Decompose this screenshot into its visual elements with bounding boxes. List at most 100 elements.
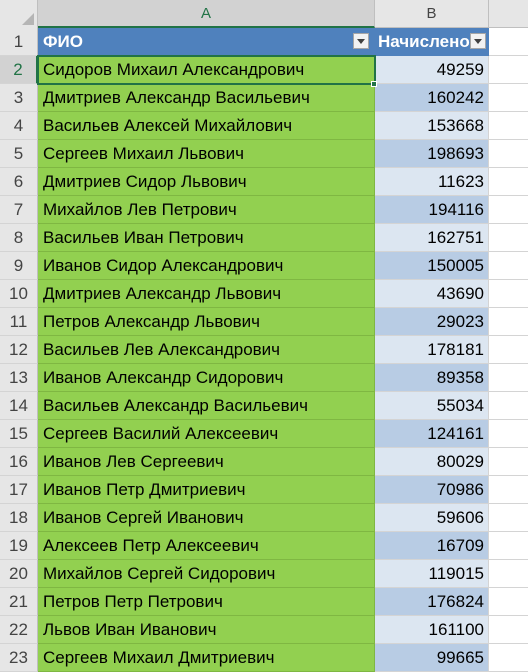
name-cell[interactable]: Иванов Александр Сидорович [38, 364, 375, 392]
empty-cell[interactable] [489, 252, 528, 280]
name-cell[interactable]: Петров Петр Петрович [38, 588, 375, 616]
value-cell[interactable]: 119015 [375, 560, 489, 588]
empty-cell[interactable] [489, 280, 528, 308]
empty-cell[interactable] [489, 56, 528, 84]
name-cell[interactable]: Михайлов Сергей Сидорович [38, 560, 375, 588]
column-header-b[interactable]: B [375, 0, 489, 28]
name-cell[interactable]: Васильев Алексей Михайлович [38, 112, 375, 140]
row-header[interactable]: 12 [0, 336, 38, 364]
fill-handle[interactable] [371, 81, 377, 87]
value-cell[interactable]: 124161 [375, 420, 489, 448]
empty-cell[interactable] [489, 392, 528, 420]
row-header[interactable]: 23 [0, 644, 38, 672]
row-header[interactable]: 8 [0, 224, 38, 252]
row-header[interactable]: 13 [0, 364, 38, 392]
row-header[interactable]: 15 [0, 420, 38, 448]
value-cell[interactable]: 55034 [375, 392, 489, 420]
name-cell[interactable]: Михайлов Лев Петрович [38, 196, 375, 224]
name-cell[interactable]: Алексеев Петр Алексеевич [38, 532, 375, 560]
value-cell[interactable]: 162751 [375, 224, 489, 252]
row-header[interactable]: 20 [0, 560, 38, 588]
empty-cell[interactable] [489, 616, 528, 644]
filter-dropdown-icon[interactable] [470, 33, 486, 49]
name-cell[interactable]: Сергеев Михаил Львович [38, 140, 375, 168]
name-cell[interactable]: Петров Александр Львович [38, 308, 375, 336]
row-header[interactable]: 21 [0, 588, 38, 616]
empty-cell[interactable] [489, 28, 528, 56]
row-header[interactable]: 17 [0, 476, 38, 504]
row-header[interactable]: 18 [0, 504, 38, 532]
empty-cell[interactable] [489, 168, 528, 196]
empty-cell[interactable] [489, 476, 528, 504]
empty-cell[interactable] [489, 308, 528, 336]
empty-cell[interactable] [489, 504, 528, 532]
row-header[interactable]: 19 [0, 532, 38, 560]
empty-cell[interactable] [489, 644, 528, 672]
value-cell[interactable]: 80029 [375, 448, 489, 476]
row-header[interactable]: 10 [0, 280, 38, 308]
name-cell[interactable]: Дмитриев Сидор Львович [38, 168, 375, 196]
row-header-1[interactable]: 1 [0, 28, 38, 56]
empty-cell[interactable] [489, 112, 528, 140]
value-cell[interactable]: 161100 [375, 616, 489, 644]
row-header[interactable]: 4 [0, 112, 38, 140]
empty-cell[interactable] [489, 448, 528, 476]
name-cell[interactable]: Иванов Сергей Иванович [38, 504, 375, 532]
header-cell-accrued[interactable]: Начислено [375, 28, 489, 56]
value-cell[interactable]: 153668 [375, 112, 489, 140]
empty-cell[interactable] [489, 224, 528, 252]
value-cell[interactable]: 43690 [375, 280, 489, 308]
value-cell[interactable]: 178181 [375, 336, 489, 364]
name-cell[interactable]: Васильев Александр Васильевич [38, 392, 375, 420]
value-cell[interactable]: 176824 [375, 588, 489, 616]
value-cell[interactable]: 89358 [375, 364, 489, 392]
value-cell[interactable]: 194116 [375, 196, 489, 224]
value-cell[interactable]: 16709 [375, 532, 489, 560]
header-accrued-label: Начислено [378, 32, 470, 51]
value-cell[interactable]: 49259 [375, 56, 489, 84]
row-header[interactable]: 3 [0, 84, 38, 112]
empty-cell[interactable] [489, 336, 528, 364]
value-cell[interactable]: 99665 [375, 644, 489, 672]
name-cell[interactable]: Иванов Петр Дмитриевич [38, 476, 375, 504]
name-cell[interactable]: Дмитриев Александр Васильевич [38, 84, 375, 112]
value-cell[interactable]: 70986 [375, 476, 489, 504]
empty-cell[interactable] [489, 196, 528, 224]
select-all-button[interactable] [0, 0, 38, 28]
name-cell[interactable]: Васильев Иван Петрович [38, 224, 375, 252]
row-header[interactable]: 9 [0, 252, 38, 280]
value-cell[interactable]: 160242 [375, 84, 489, 112]
row-header[interactable]: 14 [0, 392, 38, 420]
header-cell-fio[interactable]: ФИО [38, 28, 375, 56]
empty-cell[interactable] [489, 140, 528, 168]
name-cell[interactable]: Сергеев Василий Алексеевич [38, 420, 375, 448]
name-cell[interactable]: Иванов Сидор Александрович [38, 252, 375, 280]
name-cell[interactable]: Львов Иван Иванович [38, 616, 375, 644]
name-cell[interactable]: Сидоров Михаил Александрович [38, 56, 375, 84]
name-cell[interactable]: Иванов Лев Сергеевич [38, 448, 375, 476]
row-header[interactable]: 11 [0, 308, 38, 336]
filter-dropdown-icon[interactable] [353, 33, 369, 49]
empty-cell[interactable] [489, 84, 528, 112]
name-cell[interactable]: Сергеев Михаил Дмитриевич [38, 644, 375, 672]
empty-cell[interactable] [489, 532, 528, 560]
value-cell[interactable]: 198693 [375, 140, 489, 168]
value-cell[interactable]: 29023 [375, 308, 489, 336]
name-cell[interactable]: Дмитриев Александр Львович [38, 280, 375, 308]
column-header-a[interactable]: A [38, 0, 375, 28]
value-cell[interactable]: 59606 [375, 504, 489, 532]
value-cell[interactable]: 150005 [375, 252, 489, 280]
row-header[interactable]: 16 [0, 448, 38, 476]
empty-cell[interactable] [489, 588, 528, 616]
row-header[interactable]: 5 [0, 140, 38, 168]
empty-cell[interactable] [489, 560, 528, 588]
empty-cell[interactable] [489, 420, 528, 448]
name-cell[interactable]: Васильев Лев Александрович [38, 336, 375, 364]
row-header[interactable]: 2 [0, 56, 38, 84]
row-header[interactable]: 7 [0, 196, 38, 224]
row-header[interactable]: 22 [0, 616, 38, 644]
row-header[interactable]: 6 [0, 168, 38, 196]
empty-cell[interactable] [489, 364, 528, 392]
value-cell[interactable]: 11623 [375, 168, 489, 196]
